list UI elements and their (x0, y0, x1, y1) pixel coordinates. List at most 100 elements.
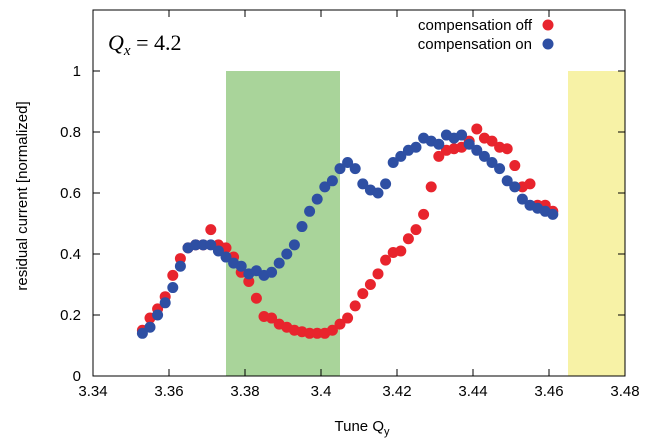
data-point (326, 175, 338, 187)
x-tick-label: 3.38 (230, 383, 259, 400)
data-point (152, 309, 164, 321)
data-point (478, 150, 490, 162)
data-point (311, 327, 323, 339)
legend: compensation off compensation on (418, 17, 554, 53)
data-point (418, 208, 430, 220)
y-tick-label: 0.4 (60, 246, 81, 263)
data-point (334, 163, 346, 175)
data-point (266, 312, 278, 324)
data-point (235, 260, 247, 272)
data-point (205, 224, 217, 236)
legend-marker (542, 19, 554, 31)
data-point (380, 178, 392, 190)
data-point (174, 253, 186, 265)
data-point (190, 239, 202, 251)
x-tick-label: 3.48 (610, 383, 639, 400)
data-point (433, 150, 445, 162)
data-point (281, 248, 293, 260)
data-point (220, 251, 232, 263)
data-point (136, 327, 148, 339)
data-point (250, 292, 262, 304)
data-point (486, 135, 498, 147)
y-tick-label: 1 (73, 63, 81, 80)
data-point (486, 157, 498, 168)
series-compensation-off (136, 123, 559, 339)
data-point (425, 181, 437, 193)
data-point (205, 239, 217, 251)
x-tick-label: 3.42 (382, 383, 411, 400)
data-point (501, 175, 513, 187)
x-tick-label: 3.4 (311, 383, 332, 400)
data-point (266, 266, 278, 278)
data-point (471, 123, 483, 135)
data-point (311, 193, 323, 205)
highlight-band-2 (568, 71, 625, 376)
x-axis-title: Tune Qy (335, 418, 390, 438)
data-point (167, 269, 179, 281)
y-tick-label: 0.2 (60, 307, 81, 324)
data-point (159, 297, 171, 309)
x-tick-label: 3.46 (534, 383, 563, 400)
data-point (456, 129, 468, 141)
x-axis-title-subscript: y (384, 426, 390, 438)
legend-label: compensation off (418, 17, 533, 34)
data-point (174, 260, 186, 272)
data-point (342, 157, 354, 168)
data-points (136, 123, 559, 339)
plot-frame (92, 9, 626, 377)
data-point (433, 138, 445, 150)
data-point (342, 312, 354, 324)
data-point (524, 178, 536, 190)
data-point (494, 163, 506, 175)
data-point (463, 138, 475, 150)
axis-tick-labels: 3.34 3.36 3.38 3.4 3.42 3.44 3.46 3.48 0 0.2 0.4 0.… (60, 63, 639, 400)
legend-label: compensation on (418, 36, 532, 53)
x-axis-title-main: Tune Q (335, 418, 384, 435)
qx-annotation: Qx = 4.2 (108, 30, 181, 59)
x-tick-label: 3.34 (78, 383, 107, 400)
data-point (509, 160, 521, 172)
y-axis-title: residual current [normalized] (14, 101, 31, 290)
series-compensation-on (136, 129, 559, 339)
data-point (273, 257, 285, 269)
data-point (410, 141, 422, 153)
data-point (380, 254, 392, 266)
data-point (387, 157, 399, 168)
data-point (243, 275, 255, 287)
axis-ticks (92, 10, 626, 377)
data-point (334, 318, 346, 330)
data-point (410, 224, 422, 236)
data-point (364, 279, 376, 290)
data-point (304, 205, 316, 217)
data-point (357, 288, 369, 300)
annotation-subscript: x (123, 43, 131, 59)
data-point (395, 245, 407, 257)
data-point (288, 239, 300, 251)
data-point (304, 327, 316, 339)
y-tick-label: 0.6 (60, 185, 81, 202)
data-point (357, 178, 369, 190)
data-point (167, 282, 179, 294)
data-point (197, 239, 209, 251)
data-point (509, 181, 521, 193)
legend-marker (542, 38, 554, 50)
data-point (144, 321, 156, 333)
data-point (349, 163, 361, 175)
data-point (547, 208, 559, 220)
data-point (516, 193, 528, 205)
x-tick-label: 3.44 (458, 383, 487, 400)
data-point (395, 150, 407, 162)
data-point (471, 144, 483, 156)
data-point (326, 324, 338, 336)
data-point (296, 221, 308, 233)
data-point (501, 143, 513, 155)
y-tick-label: 0 (73, 368, 81, 385)
data-point (212, 245, 224, 257)
data-point (319, 181, 331, 193)
y-tick-label: 0.8 (60, 124, 81, 141)
annotation-variable: Q (108, 30, 124, 55)
data-point (402, 233, 414, 245)
data-point (372, 187, 384, 199)
annotation-value: = 4.2 (131, 30, 182, 55)
